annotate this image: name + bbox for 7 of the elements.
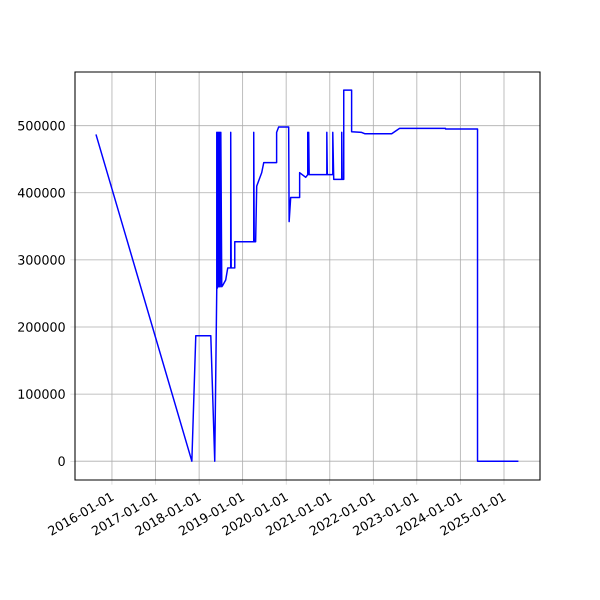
y-tick-label: 100000 (18, 389, 65, 399)
y-tick-label: 300000 (18, 255, 65, 265)
line-series (95, 89, 520, 462)
y-tick-label: 400000 (18, 188, 65, 198)
y-tick-label: 200000 (18, 322, 65, 332)
y-tick-label: 0 (58, 456, 65, 466)
y-tick-label: 500000 (18, 120, 65, 130)
